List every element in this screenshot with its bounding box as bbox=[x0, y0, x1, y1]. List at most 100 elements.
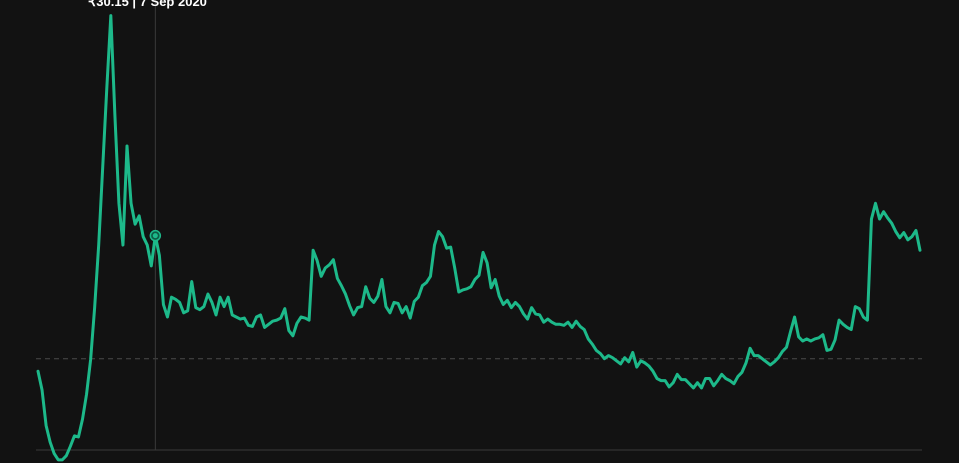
data-point bbox=[797, 335, 800, 338]
data-point bbox=[401, 311, 404, 314]
data-point bbox=[146, 244, 149, 247]
data-point bbox=[850, 328, 853, 331]
data-point bbox=[789, 330, 792, 333]
data-point bbox=[210, 301, 213, 304]
data-point bbox=[271, 320, 274, 323]
data-point bbox=[704, 377, 707, 380]
data-point bbox=[344, 293, 347, 296]
data-point bbox=[724, 377, 727, 380]
data-point bbox=[870, 217, 873, 220]
data-point bbox=[162, 303, 165, 306]
data-point bbox=[255, 316, 258, 319]
data-point bbox=[898, 236, 901, 239]
data-point bbox=[522, 312, 525, 315]
data-point bbox=[562, 324, 565, 327]
data-point bbox=[182, 311, 185, 314]
data-point bbox=[336, 277, 339, 280]
data-point bbox=[469, 285, 472, 288]
data-point bbox=[623, 356, 626, 359]
data-point bbox=[692, 386, 695, 389]
data-point bbox=[842, 323, 845, 326]
data-point bbox=[668, 385, 671, 388]
data-point bbox=[785, 346, 788, 349]
data-point bbox=[753, 354, 756, 357]
data-point bbox=[765, 360, 768, 363]
data-point bbox=[41, 389, 44, 392]
data-point bbox=[263, 326, 266, 329]
data-point bbox=[206, 293, 209, 296]
data-point bbox=[518, 305, 521, 308]
data-point bbox=[696, 381, 699, 384]
data-point bbox=[275, 319, 278, 322]
data-point bbox=[316, 259, 319, 262]
hover-tooltip: ₹30.15 | 7 Sep 2020 bbox=[88, 0, 207, 9]
data-point bbox=[862, 316, 865, 319]
data-point bbox=[631, 351, 634, 354]
data-point bbox=[235, 316, 238, 319]
data-point bbox=[461, 288, 464, 291]
data-point bbox=[65, 454, 68, 457]
data-point bbox=[894, 230, 897, 233]
data-point bbox=[364, 285, 367, 288]
data-point bbox=[700, 386, 703, 389]
data-point bbox=[635, 366, 638, 369]
data-point bbox=[89, 358, 92, 361]
data-point bbox=[490, 286, 493, 289]
data-point bbox=[478, 274, 481, 277]
data-point bbox=[809, 339, 812, 342]
data-point bbox=[595, 349, 598, 352]
data-point bbox=[126, 144, 129, 147]
data-point bbox=[186, 309, 189, 312]
data-point bbox=[473, 278, 476, 281]
data-point bbox=[445, 247, 448, 250]
data-points-layer bbox=[37, 14, 922, 461]
hover-point-marker-core bbox=[152, 233, 158, 239]
data-point bbox=[77, 435, 80, 438]
data-point bbox=[777, 356, 780, 359]
data-point bbox=[716, 379, 719, 382]
data-point bbox=[530, 306, 533, 309]
data-point bbox=[583, 328, 586, 331]
data-point bbox=[846, 326, 849, 329]
data-point bbox=[304, 317, 307, 320]
data-point bbox=[676, 373, 679, 376]
data-point bbox=[332, 258, 335, 261]
data-point bbox=[611, 356, 614, 359]
data-point bbox=[542, 321, 545, 324]
data-point bbox=[817, 336, 820, 339]
data-point bbox=[134, 223, 137, 226]
tooltip-date: 7 Sep 2020 bbox=[140, 0, 207, 9]
data-point bbox=[672, 381, 675, 384]
data-point bbox=[457, 290, 460, 293]
data-point bbox=[384, 305, 387, 308]
data-point bbox=[409, 317, 412, 320]
data-point bbox=[368, 297, 371, 300]
data-point bbox=[166, 316, 169, 319]
data-point bbox=[194, 306, 197, 309]
data-point bbox=[639, 359, 642, 362]
data-point bbox=[174, 298, 177, 301]
data-point bbox=[874, 202, 877, 205]
data-point bbox=[749, 347, 752, 350]
data-point bbox=[854, 305, 857, 308]
data-point bbox=[291, 334, 294, 337]
data-point bbox=[866, 319, 869, 322]
data-point bbox=[295, 322, 298, 325]
data-point bbox=[579, 325, 582, 328]
data-point bbox=[720, 373, 723, 376]
data-point bbox=[279, 317, 282, 320]
data-point bbox=[498, 295, 501, 298]
data-point bbox=[393, 301, 396, 304]
data-point bbox=[239, 318, 242, 321]
data-point bbox=[890, 222, 893, 225]
data-point bbox=[388, 311, 391, 314]
data-point bbox=[607, 354, 610, 357]
data-point bbox=[170, 296, 173, 299]
data-point bbox=[69, 445, 72, 448]
data-point bbox=[838, 319, 841, 322]
data-point bbox=[138, 214, 141, 217]
data-point bbox=[651, 370, 654, 373]
data-point bbox=[130, 202, 133, 205]
data-point bbox=[781, 350, 784, 353]
